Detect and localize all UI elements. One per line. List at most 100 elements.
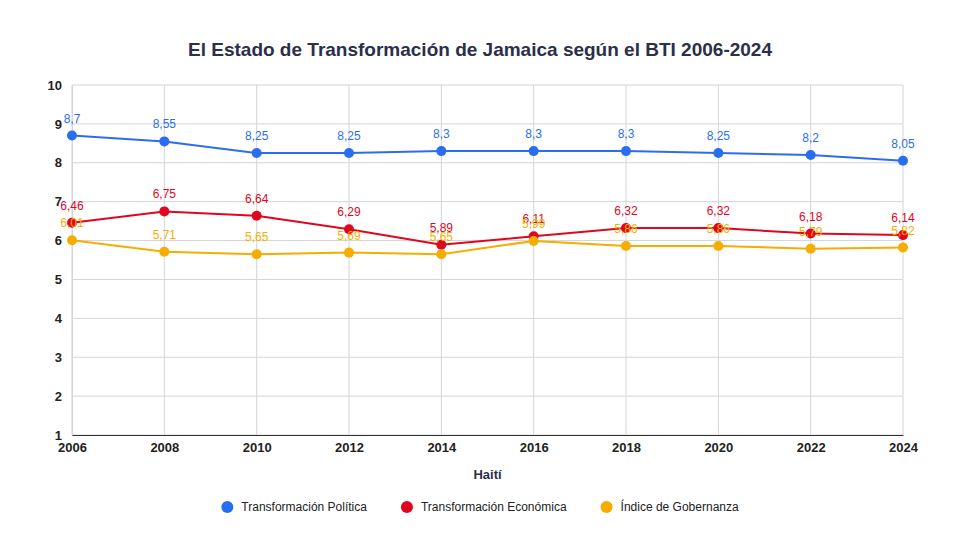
series-point [898,156,908,166]
legend: Transformación Política Transformación Ec… [221,499,739,514]
legend-item: Transformación Económica [401,500,567,514]
series-line [72,211,903,244]
grid-line-y [72,279,903,280]
legend-label: Transformación Económica [421,500,567,514]
series-point [806,244,816,254]
legend-label: Transformación Política [241,500,367,514]
x-tick: 2014 [427,435,457,455]
data-label: 8,3 [618,127,635,141]
x-tick-label: 2006 [58,440,87,455]
series-point [621,146,631,156]
y-tick-label: 4 [55,311,63,326]
series-line [72,136,903,161]
x-tick-label: 2022 [797,440,826,455]
legend-marker [401,501,413,513]
data-label: 8,7 [64,112,81,126]
data-label: 6,18 [799,210,823,224]
series-point [159,206,169,216]
x-tick: 2016 [520,435,549,455]
x-tick: 2010 [243,435,272,455]
data-label: 6,01 [60,216,84,230]
series-point [621,241,631,251]
series-point [67,131,77,141]
data-label: 6,46 [60,199,84,213]
data-label: 5,65 [430,230,454,244]
data-label: 5,79 [799,225,823,239]
x-tick-label: 2018 [612,440,641,455]
series-point [252,211,262,221]
grid-line-y [72,162,903,163]
grid-line-y [72,201,903,202]
y-tick-label: 6 [55,233,62,248]
x-tick: 2024 [889,435,919,455]
series-point [713,241,723,251]
data-label: 8,25 [337,129,361,143]
legend-item: Índice de Gobernanza [601,499,739,514]
data-label: 6,29 [337,205,361,219]
data-label: 8,05 [891,137,915,151]
x-tick-label: 2024 [889,440,919,455]
x-axis: 2006 2008 2010 2012 2014 2016 2018 2020 2022 2024 [58,435,919,455]
series-line [72,240,903,254]
legend-item: Transformación Política [221,500,367,514]
series-point [529,236,539,246]
y-tick-label: 3 [55,350,62,365]
grid-line-y [72,318,903,319]
legend-marker [601,501,613,513]
series-point [67,235,77,245]
data-label: 8,25 [245,129,269,143]
series-point [436,146,446,156]
x-tick-label: 2020 [704,440,733,455]
grid-line-y [72,396,903,397]
series-point [713,148,723,158]
series-point [806,150,816,160]
data-label: 5,86 [614,222,638,236]
x-tick-label: 2008 [150,440,179,455]
data-label: 5,82 [891,224,915,238]
series-point [898,243,908,253]
grid-line-y [72,123,903,124]
y-tick: 8 [55,155,72,170]
y-tick-label: 9 [55,117,62,132]
data-label: 8,2 [802,131,819,145]
data-label: 6,64 [245,192,269,206]
data-label: 5,65 [245,230,269,244]
data-label: 6,32 [707,204,731,218]
y-tick-label: 10 [48,78,62,93]
x-axis-line [73,435,904,436]
series-point [436,249,446,259]
data-label: 5,86 [707,222,731,236]
x-tick: 2006 [58,435,87,455]
x-tick-label: 2010 [243,440,272,455]
x-tick: 2022 [797,435,826,455]
series-point [344,148,354,158]
grid-line-y [72,85,903,86]
x-tick-label: 2016 [520,440,549,455]
series-point [344,248,354,258]
data-label: 6,75 [153,187,177,201]
grid-line-y [72,435,903,436]
y-tick: 10 [48,78,72,93]
x-tick: 2008 [150,435,179,455]
y-tick-label: 8 [55,155,62,170]
chart: El Estado de Transformación de Jamaica s… [0,0,960,560]
plot-area [67,131,908,260]
y-tick: 3 [55,350,72,365]
data-label: 8,25 [707,129,731,143]
grid [72,85,903,435]
series-point [159,247,169,257]
legend-label: Índice de Gobernanza [621,499,739,514]
series-point [529,146,539,156]
data-label: 8,55 [153,117,177,131]
data-label: 6,32 [614,204,638,218]
data-label: 5,71 [153,228,177,242]
data-label: 8,3 [525,127,542,141]
data-label: 5,99 [522,217,546,231]
x-tick: 2018 [612,435,641,455]
title: El Estado de Transformación de Jamaica s… [188,39,772,60]
data-label: 5,69 [337,229,361,243]
data-labels: 8,78,558,258,258,38,38,38,258,28,056,466… [60,112,915,245]
x-tick: 2012 [335,435,364,455]
series-point [252,249,262,259]
x-axis-title: Haití [473,467,502,482]
